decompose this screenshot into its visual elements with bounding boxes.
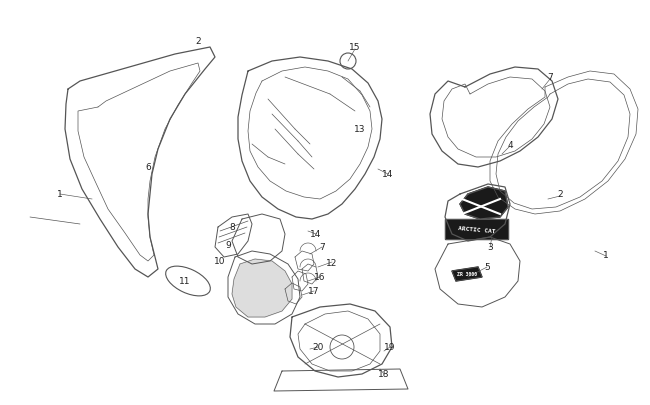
Text: 16: 16 — [314, 273, 326, 282]
Text: 2: 2 — [195, 37, 201, 47]
Text: 7: 7 — [319, 243, 325, 252]
Text: ARCTIC CAT: ARCTIC CAT — [458, 225, 496, 234]
Text: 20: 20 — [312, 343, 324, 352]
Text: 8: 8 — [229, 223, 235, 232]
Polygon shape — [232, 259, 292, 317]
Polygon shape — [460, 188, 508, 220]
Text: 13: 13 — [354, 125, 366, 134]
Text: 19: 19 — [384, 343, 396, 352]
Text: 15: 15 — [349, 43, 361, 52]
Text: 10: 10 — [214, 257, 226, 266]
Polygon shape — [445, 220, 508, 239]
Text: ZR 3000: ZR 3000 — [457, 272, 477, 277]
Text: 3: 3 — [487, 243, 493, 252]
Text: 1: 1 — [603, 250, 609, 259]
Text: 7: 7 — [547, 73, 553, 82]
Text: 18: 18 — [378, 370, 390, 379]
Polygon shape — [452, 267, 482, 281]
Text: 14: 14 — [382, 170, 394, 179]
Text: 6: 6 — [145, 163, 151, 172]
Text: 11: 11 — [179, 277, 190, 286]
Text: 1: 1 — [57, 190, 63, 199]
Text: 14: 14 — [310, 230, 322, 239]
Text: 4: 4 — [507, 140, 513, 149]
Text: 5: 5 — [484, 263, 490, 272]
Text: 17: 17 — [308, 287, 320, 296]
Text: 12: 12 — [326, 258, 338, 267]
Text: 2: 2 — [557, 190, 563, 199]
Text: 9: 9 — [225, 241, 231, 250]
